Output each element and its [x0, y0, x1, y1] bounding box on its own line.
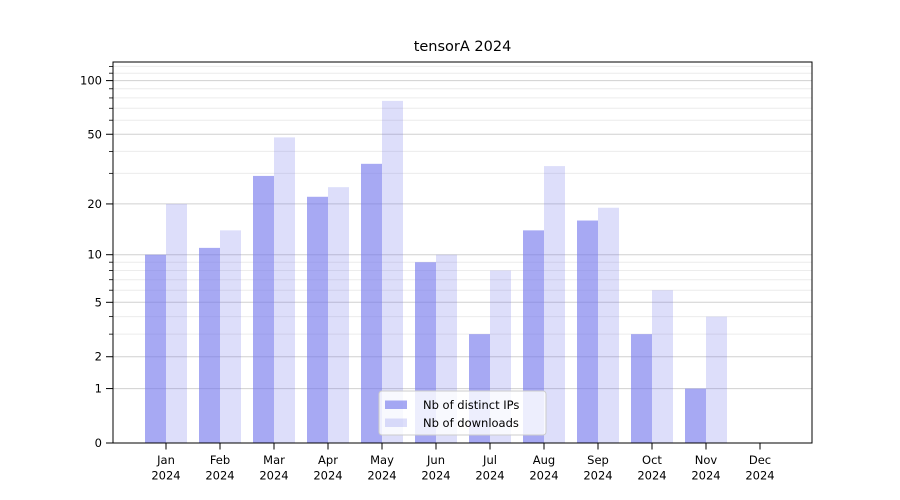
bar-downloads-oct — [652, 290, 673, 443]
bar-distinct-ips-nov — [685, 388, 706, 443]
bar-distinct-ips-may — [361, 163, 382, 444]
bar-downloads-feb — [220, 230, 241, 443]
bar-distinct-ips-jan — [145, 254, 166, 443]
x-tick-label-month-nov: Nov — [695, 453, 718, 467]
x-tick-label-year-oct: 2024 — [637, 469, 666, 483]
chart-title: tensorA 2024 — [414, 39, 512, 55]
x-tick-label-month-oct: Oct — [642, 453, 662, 467]
x-tick-label-year-apr: 2024 — [313, 469, 342, 483]
x-tick-label-month-jul: Jul — [482, 453, 497, 467]
x-tick-label-month-feb: Feb — [210, 453, 230, 467]
x-tick-label-year-jan: 2024 — [151, 469, 180, 483]
x-tick-label-month-dec: Dec — [749, 453, 771, 467]
y-tick-label-20: 20 — [87, 197, 102, 211]
y-tick-label-100: 100 — [80, 74, 102, 88]
legend-label-downloads: Nb of downloads — [423, 416, 519, 430]
bar-downloads-apr — [328, 187, 349, 443]
bar-distinct-ips-aug — [523, 230, 544, 443]
bar-downloads-aug — [544, 166, 565, 443]
y-tick-label-0: 0 — [95, 436, 102, 450]
x-tick-label-month-aug: Aug — [533, 453, 555, 467]
legend-swatch-distinct-ips — [385, 400, 407, 409]
x-tick-label-month-apr: Apr — [318, 453, 338, 467]
x-tick-label-year-jun: 2024 — [421, 469, 450, 483]
x-tick-label-month-jan: Jan — [156, 453, 175, 467]
bar-downloads-may — [382, 100, 403, 444]
bar-distinct-ips-feb — [199, 247, 220, 443]
bar-downloads-mar — [274, 137, 295, 444]
x-tick-label-year-nov: 2024 — [691, 469, 720, 483]
y-tick-label-50: 50 — [87, 127, 102, 141]
legend-swatch-downloads — [385, 418, 407, 427]
bar-distinct-ips-mar — [253, 175, 274, 443]
bar-downloads-nov — [706, 316, 727, 443]
y-tick-label-10: 10 — [87, 248, 102, 262]
x-tick-label-year-sep: 2024 — [583, 469, 612, 483]
y-tick-label-5: 5 — [95, 295, 102, 309]
x-tick-label-year-feb: 2024 — [205, 469, 234, 483]
bar-distinct-ips-apr — [307, 196, 328, 443]
x-tick-label-year-mar: 2024 — [259, 469, 288, 483]
x-tick-label-month-sep: Sep — [587, 453, 609, 467]
x-tick-label-year-dec: 2024 — [745, 469, 774, 483]
y-tick-label-2: 2 — [95, 350, 102, 364]
plot-frame — [112, 61, 813, 444]
y-tick-label-1: 1 — [95, 382, 102, 396]
legend-label-distinct-ips: Nb of distinct IPs — [423, 398, 519, 412]
legend-box — [378, 390, 547, 436]
bar-downloads-sep — [598, 207, 619, 443]
bar-downloads-jan — [166, 203, 187, 443]
x-tick-label-month-mar: Mar — [263, 453, 285, 467]
legend: Nb of distinct IPs Nb of downloads — [378, 390, 547, 436]
x-tick-label-year-aug: 2024 — [529, 469, 558, 483]
x-tick-label-year-may: 2024 — [367, 469, 396, 483]
x-tick-label-year-jul: 2024 — [475, 469, 504, 483]
x-tick-label-month-may: May — [370, 453, 394, 467]
bar-distinct-ips-sep — [577, 220, 598, 443]
bar-distinct-ips-oct — [631, 334, 652, 443]
x-tick-label-month-jun: Jun — [426, 453, 445, 467]
